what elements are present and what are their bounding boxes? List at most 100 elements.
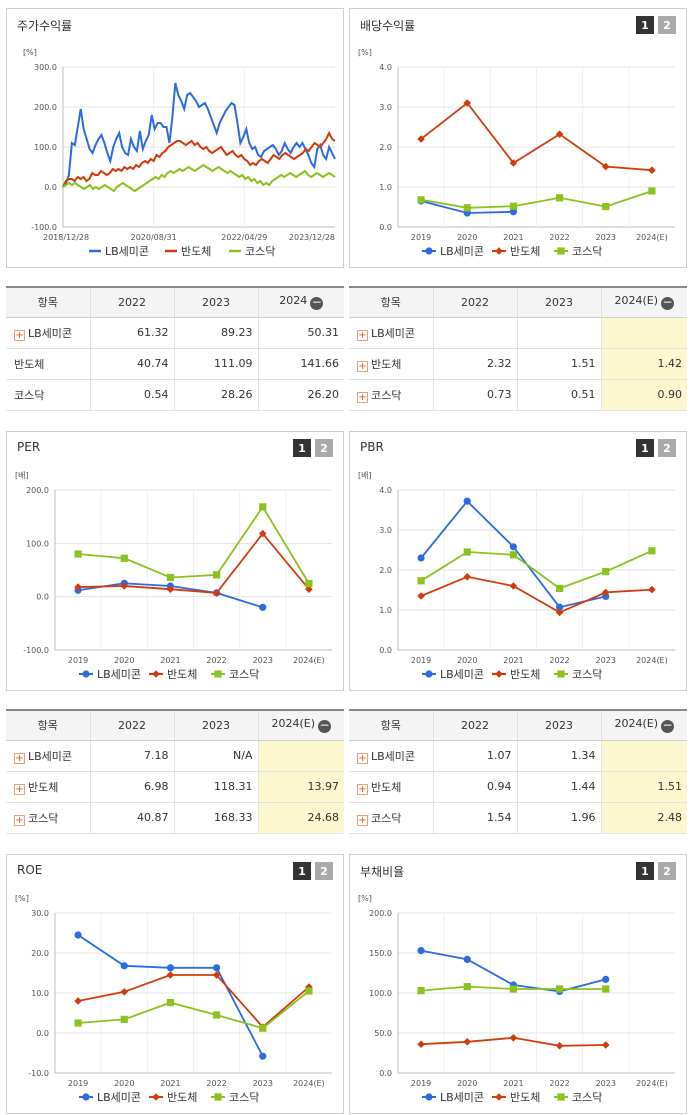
data-point — [648, 547, 656, 555]
pbr-chart: [배] 4.0 3.0 2.0 1.0 0.0 2019 2020 2021 2022 2023 20… — [358, 471, 675, 681]
x-tick-label: 2022 — [549, 233, 569, 242]
data-point — [166, 964, 175, 972]
data-point — [166, 573, 175, 582]
legend-swatch-marker — [214, 670, 222, 678]
table-cell: 2.48 — [600, 802, 687, 834]
series-0 — [74, 931, 267, 1060]
legend-label: 코스닥 — [245, 245, 275, 258]
table-row: + 반도체 2.32 1.51 1.42 — [349, 348, 687, 380]
table-cell: 0.94 — [432, 771, 517, 803]
data-point — [417, 947, 425, 955]
table-cell: 50.31 — [257, 317, 344, 349]
per-table: 항목 2022 2023 2024(E) − + LB세미콘 7.18 N/A + 반도체 6.98 1… — [6, 709, 344, 834]
x-tick-label: 2019 — [411, 656, 431, 665]
page-1-button[interactable]: 1 — [636, 439, 654, 457]
data-point — [509, 985, 518, 993]
column-header: 2023 — [516, 709, 601, 741]
expand-icon[interactable]: + — [357, 391, 368, 403]
y-tick-label: 200.0 — [369, 909, 392, 918]
table-row: + 코스닥 40.87 168.33 24.68 — [6, 802, 344, 834]
legend-label: LB세미콘 — [105, 245, 149, 258]
row-label: + 코스닥 — [349, 379, 433, 411]
page-1-button[interactable]: 1 — [293, 862, 311, 880]
x-tick-label: 2020 — [457, 656, 477, 665]
column-header: 항목 — [6, 709, 90, 741]
expand-icon[interactable]: + — [14, 752, 25, 764]
data-point — [417, 196, 425, 204]
data-point — [509, 159, 518, 167]
x-tick-label: 2019 — [68, 656, 88, 665]
data-point — [463, 204, 471, 212]
pager: 1 2 — [293, 439, 333, 457]
page-2-button[interactable]: 2 — [658, 16, 676, 34]
x-tick-label: 2022/04/29 — [221, 233, 267, 242]
page-1-button[interactable]: 1 — [293, 439, 311, 457]
data-point — [602, 975, 610, 983]
y-tick-label: 0.0 — [36, 593, 49, 602]
series-line — [420, 190, 653, 209]
table-row: 반도체 40.74 111.09 141.66 — [6, 348, 344, 380]
expand-icon[interactable]: + — [357, 783, 368, 795]
unit-label: [배] — [15, 471, 29, 480]
expand-icon[interactable]: + — [357, 329, 368, 341]
table-cell: 1.54 — [432, 802, 517, 834]
series-line — [78, 505, 310, 584]
page-2-button[interactable]: 2 — [315, 862, 333, 880]
series-0 — [74, 579, 267, 611]
table-cell: 26.20 — [257, 379, 344, 411]
collapse-icon[interactable]: − — [310, 295, 324, 311]
legend-label: 반도체 — [167, 1091, 197, 1104]
series-line — [77, 974, 310, 1029]
table-cell: 0.54 — [89, 379, 174, 411]
pbr-chart-panel: PBR 1 2 [배] 4.0 3.0 2.0 1.0 0.0 2019 2020 2021 20… — [349, 431, 687, 691]
legend-swatch-marker — [152, 670, 160, 678]
page-1-button[interactable]: 1 — [636, 16, 654, 34]
legend-label: 코스닥 — [229, 668, 259, 681]
chart-title: 배당수익률 — [360, 19, 416, 33]
table-cell: 0.73 — [432, 379, 517, 411]
legend-swatch-marker — [557, 247, 565, 255]
column-header: 2023 — [516, 286, 601, 318]
data-point — [648, 585, 656, 594]
y-tick-label: 100.0 — [369, 989, 392, 998]
legend-label: LB세미콘 — [440, 1091, 484, 1104]
table-header-row: 항목 2022 2023 2024(E) − — [6, 709, 344, 741]
collapse-icon[interactable]: − — [661, 718, 675, 734]
y-tick-label: 4.0 — [379, 63, 392, 72]
data-point — [463, 983, 471, 991]
expand-icon[interactable]: + — [14, 329, 25, 341]
expand-icon[interactable]: + — [357, 360, 368, 372]
y-tick-label: 100.0 — [26, 539, 49, 548]
x-tick-label: 2023 — [596, 233, 616, 242]
page-2-button[interactable]: 2 — [658, 862, 676, 880]
x-tick-label: 2023 — [253, 1079, 273, 1088]
legend-swatch-marker — [82, 670, 90, 678]
page-1-button[interactable]: 1 — [636, 862, 654, 880]
table-cell: 1.51 — [516, 348, 601, 380]
chart-title: PER — [17, 440, 41, 454]
x-tick-label: 2020/08/31 — [131, 233, 177, 242]
data-point — [305, 585, 313, 594]
expand-icon[interactable]: + — [14, 814, 25, 826]
y-tick-label: 3.0 — [379, 526, 392, 535]
data-point — [417, 987, 425, 995]
x-tick-label: 2021 — [160, 1079, 180, 1088]
legend-swatch-marker — [425, 1093, 433, 1101]
expand-icon[interactable]: + — [357, 752, 368, 764]
collapse-icon[interactable]: − — [318, 718, 332, 734]
y-tick-label: -10.0 — [28, 1069, 49, 1078]
row-label: + LB세미콘 — [6, 317, 90, 349]
legend-swatch-marker — [495, 670, 503, 678]
page-2-button[interactable]: 2 — [315, 439, 333, 457]
legend-label: LB세미콘 — [97, 668, 141, 681]
y-tick-label: 1.0 — [379, 606, 392, 615]
page-2-button[interactable]: 2 — [658, 439, 676, 457]
collapse-icon[interactable]: − — [661, 295, 675, 311]
expand-icon[interactable]: + — [357, 814, 368, 826]
data-point — [74, 550, 82, 558]
y-tick-label: -100.0 — [31, 223, 57, 232]
expand-icon[interactable]: + — [14, 783, 25, 795]
x-tick-label: 2022 — [206, 656, 226, 665]
data-point — [259, 1024, 267, 1032]
roe-chart-panel: ROE 1 2 [%] 30.0 20.0 10.0 0.0 -10.0 2019 2020 2… — [6, 854, 344, 1114]
